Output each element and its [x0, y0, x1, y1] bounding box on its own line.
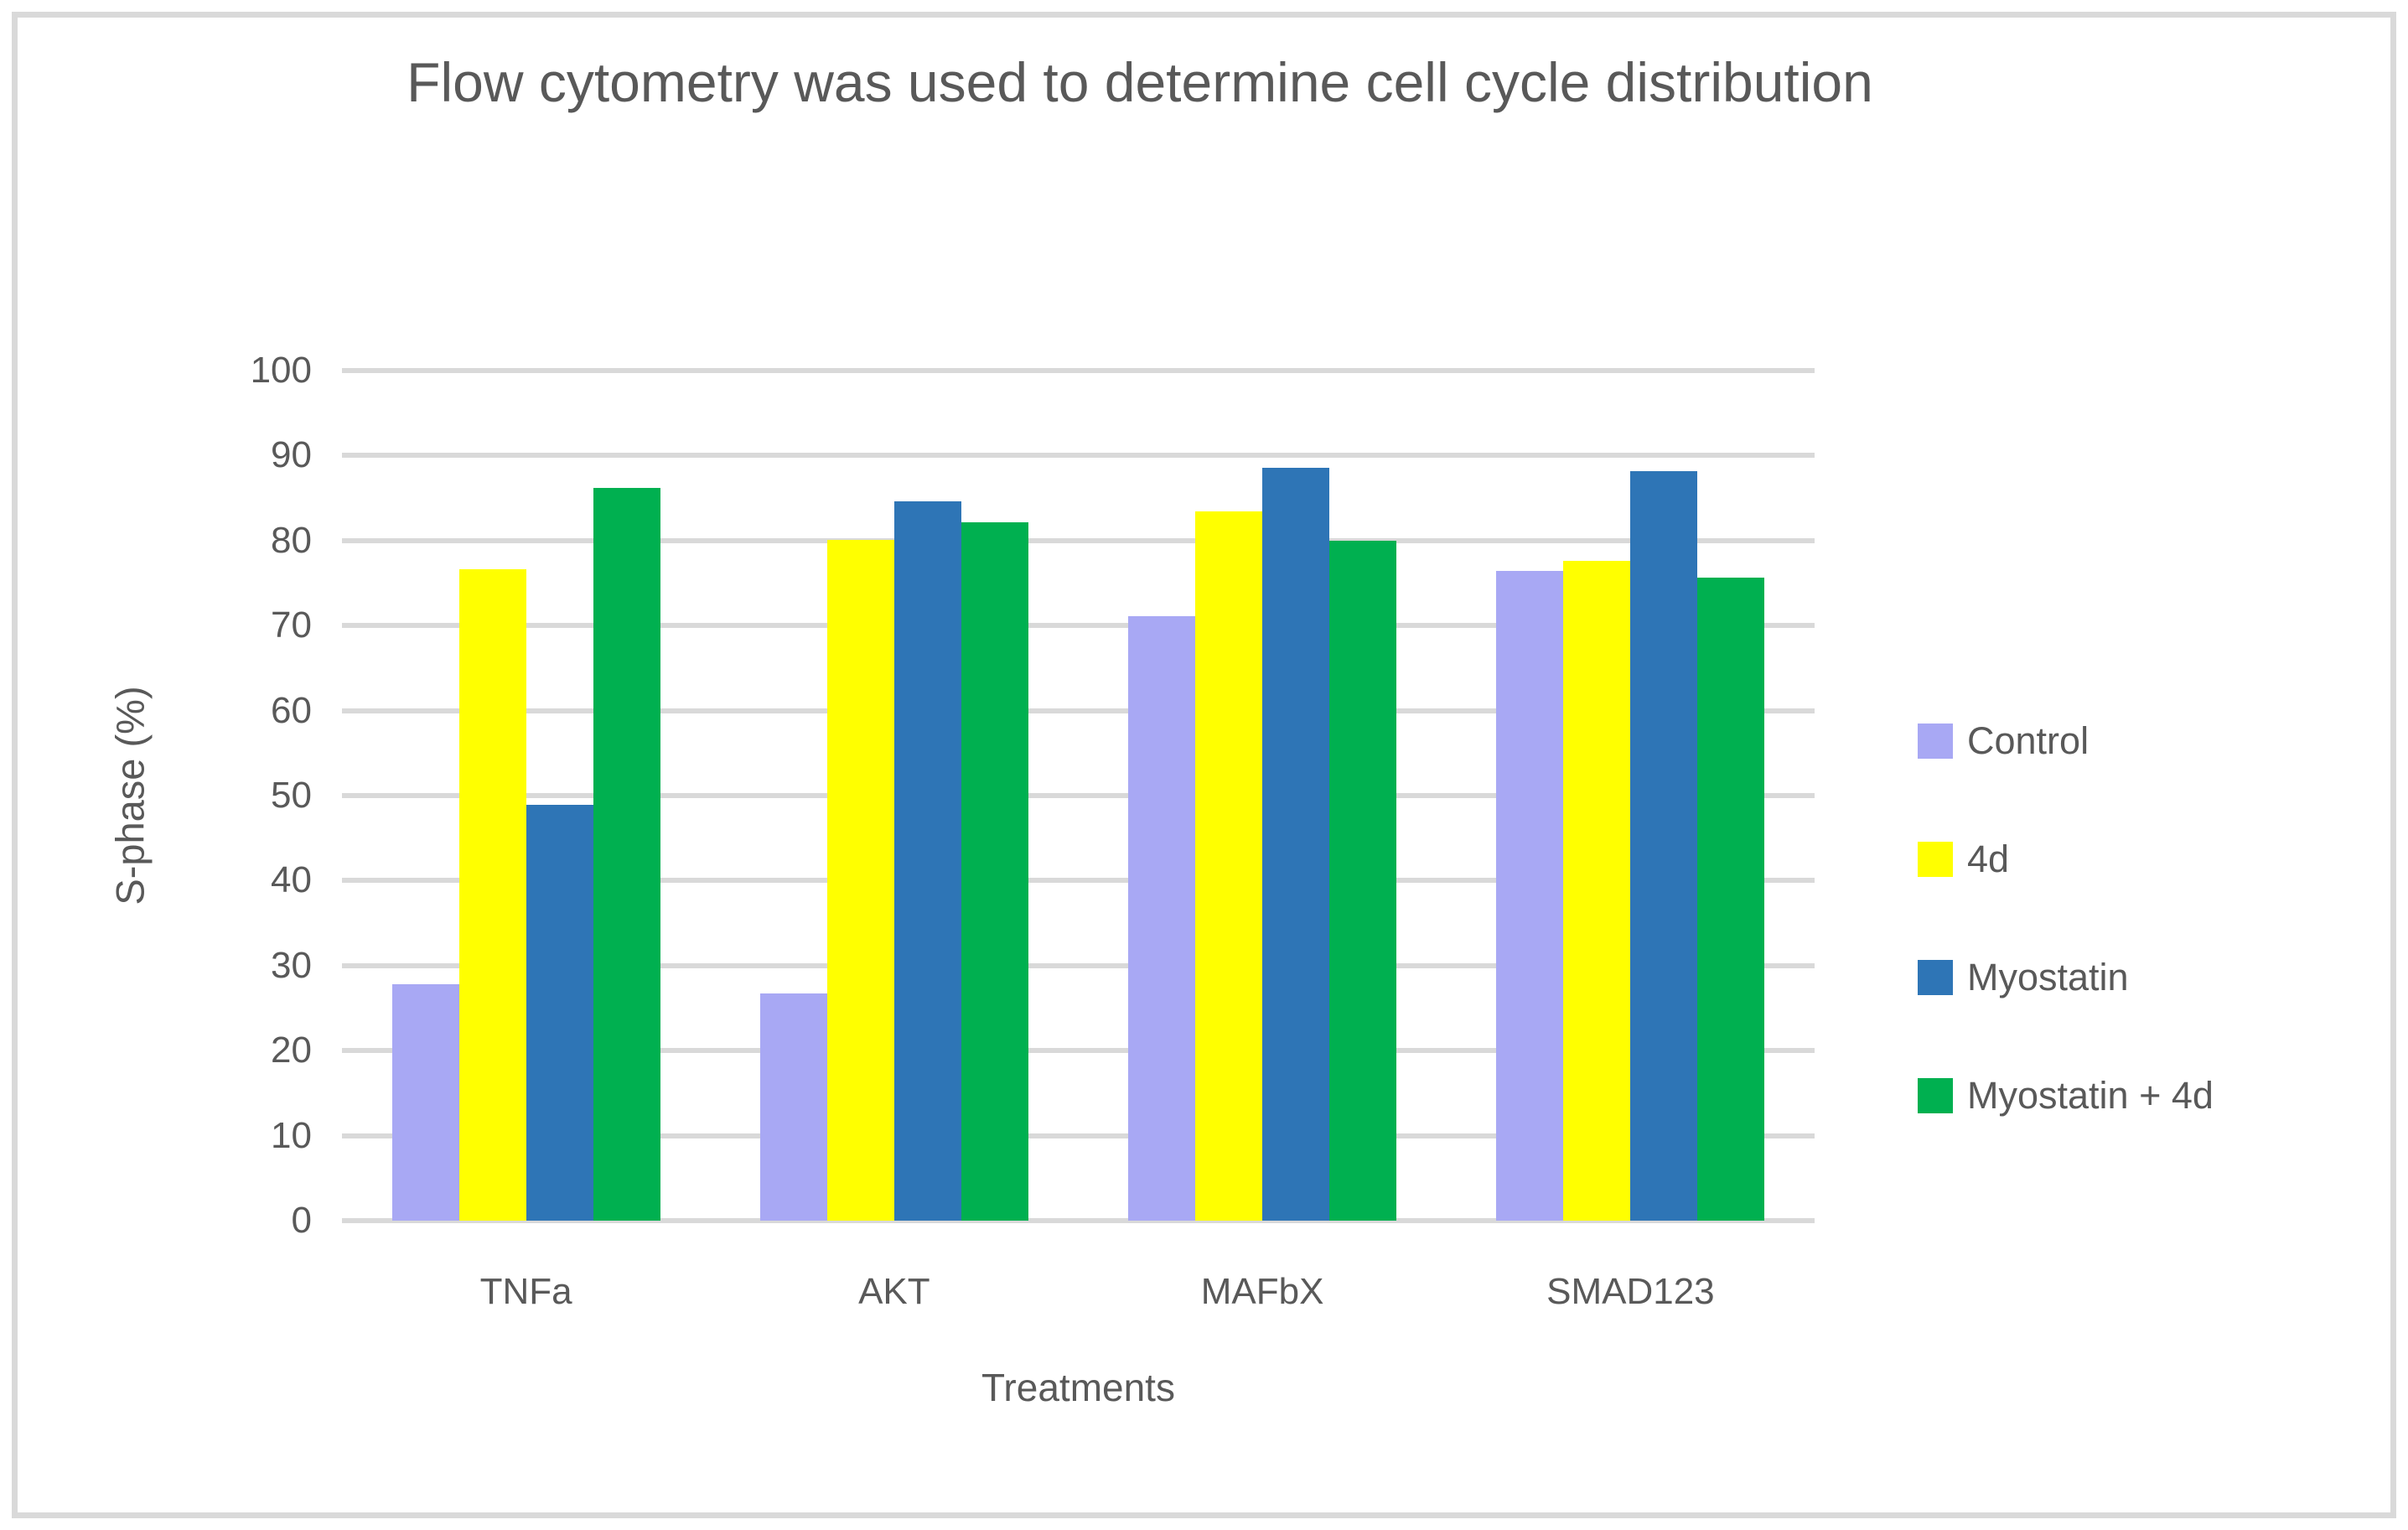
legend: Control 4d Myostatin Myostatin + 4d — [1918, 719, 2214, 1118]
bar-control-mafbx — [1128, 616, 1196, 1221]
gridline-80 — [342, 537, 1815, 543]
legend-swatch-icon — [1918, 1078, 1953, 1113]
x-axis-tick-labels: TNFa AKT MAFbX SMAD123 — [342, 1271, 1815, 1321]
bar-4d-mafbx — [1195, 511, 1263, 1221]
y-tick-label-40: 40 — [271, 859, 312, 901]
bar-control-akt — [759, 993, 827, 1221]
y-tick-label-50: 50 — [271, 775, 312, 816]
gridline-70 — [342, 623, 1815, 629]
legend-item-control: Control — [1918, 719, 2214, 763]
legend-item-myostatin: Myostatin — [1918, 956, 2214, 999]
gridline-90 — [342, 453, 1815, 459]
y-tick-label-100: 100 — [250, 350, 312, 391]
y-tick-label-80: 80 — [271, 519, 312, 561]
y-tick-label-60: 60 — [271, 689, 312, 731]
legend-item-myostatin-4d: Myostatin + 4d — [1918, 1074, 2214, 1118]
x-tick-label-smad123: SMAD123 — [1546, 1271, 1715, 1312]
x-axis-title: Treatments — [981, 1366, 1175, 1409]
bar-control-tnfa — [391, 984, 459, 1221]
legend-label: 4d — [1967, 838, 2010, 880]
gridline-10 — [342, 1133, 1815, 1138]
x-axis-line — [342, 1218, 1815, 1223]
bar-control-smad123 — [1496, 571, 1564, 1221]
bar-4d-tnfa — [458, 569, 526, 1221]
bar-myostatin-tnfa — [526, 805, 593, 1221]
bar-group-SMAD123 — [1447, 371, 1815, 1221]
bar-4d-smad123 — [1563, 561, 1631, 1221]
gridline-50 — [342, 793, 1815, 798]
legend-label: Myostatin + 4d — [1967, 1074, 2214, 1117]
bar-4d-akt — [826, 539, 894, 1221]
y-tick-label-10: 10 — [271, 1114, 312, 1156]
gridline-60 — [342, 708, 1815, 713]
x-tick-label-tnfa: TNFa — [479, 1271, 572, 1312]
legend-label: Control — [1967, 719, 2090, 762]
gridline-40 — [342, 878, 1815, 884]
gridline-30 — [342, 962, 1815, 968]
bar-group-TNFa — [342, 371, 710, 1221]
legend-label: Myostatin — [1967, 956, 2129, 998]
y-tick-label-90: 90 — [271, 434, 312, 476]
plot-area — [342, 368, 1815, 1223]
bar-myostatin-4d-tnfa — [593, 487, 660, 1221]
legend-swatch-icon — [1918, 960, 1953, 995]
bar-group-MAFbX — [1079, 371, 1447, 1221]
y-tick-label-0: 0 — [291, 1200, 312, 1241]
chart-title: Flow cytometry was used to determine cel… — [0, 44, 2280, 122]
bar-group-AKT — [710, 371, 1078, 1221]
y-axis-tick-labels: 0 10 20 30 40 50 60 70 80 90 100 — [151, 350, 327, 1241]
y-axis-title: S-phase (%) — [107, 686, 153, 905]
gridline-20 — [342, 1048, 1815, 1054]
bar-myostatin-smad123 — [1630, 470, 1698, 1221]
bar-myostatin-akt — [893, 501, 961, 1221]
chart-title-text: Flow cytometry was used to determine cel… — [407, 51, 1873, 113]
x-tick-label-mafbx: MAFbX — [1200, 1271, 1324, 1312]
y-tick-label-20: 20 — [271, 1030, 312, 1071]
y-tick-label-70: 70 — [271, 604, 312, 646]
bar-myostatin-mafbx — [1262, 467, 1330, 1221]
legend-item-4d: 4d — [1918, 838, 2214, 881]
legend-swatch-icon — [1918, 724, 1953, 759]
gridline-100 — [342, 368, 1815, 373]
bar-myostatin-4d-smad123 — [1697, 578, 1765, 1221]
y-tick-label-30: 30 — [271, 944, 312, 986]
legend-swatch-icon — [1918, 842, 1953, 877]
x-tick-label-akt: AKT — [858, 1271, 930, 1312]
bar-myostatin-4d-akt — [961, 521, 1028, 1221]
bar-myostatin-4d-mafbx — [1329, 540, 1397, 1221]
